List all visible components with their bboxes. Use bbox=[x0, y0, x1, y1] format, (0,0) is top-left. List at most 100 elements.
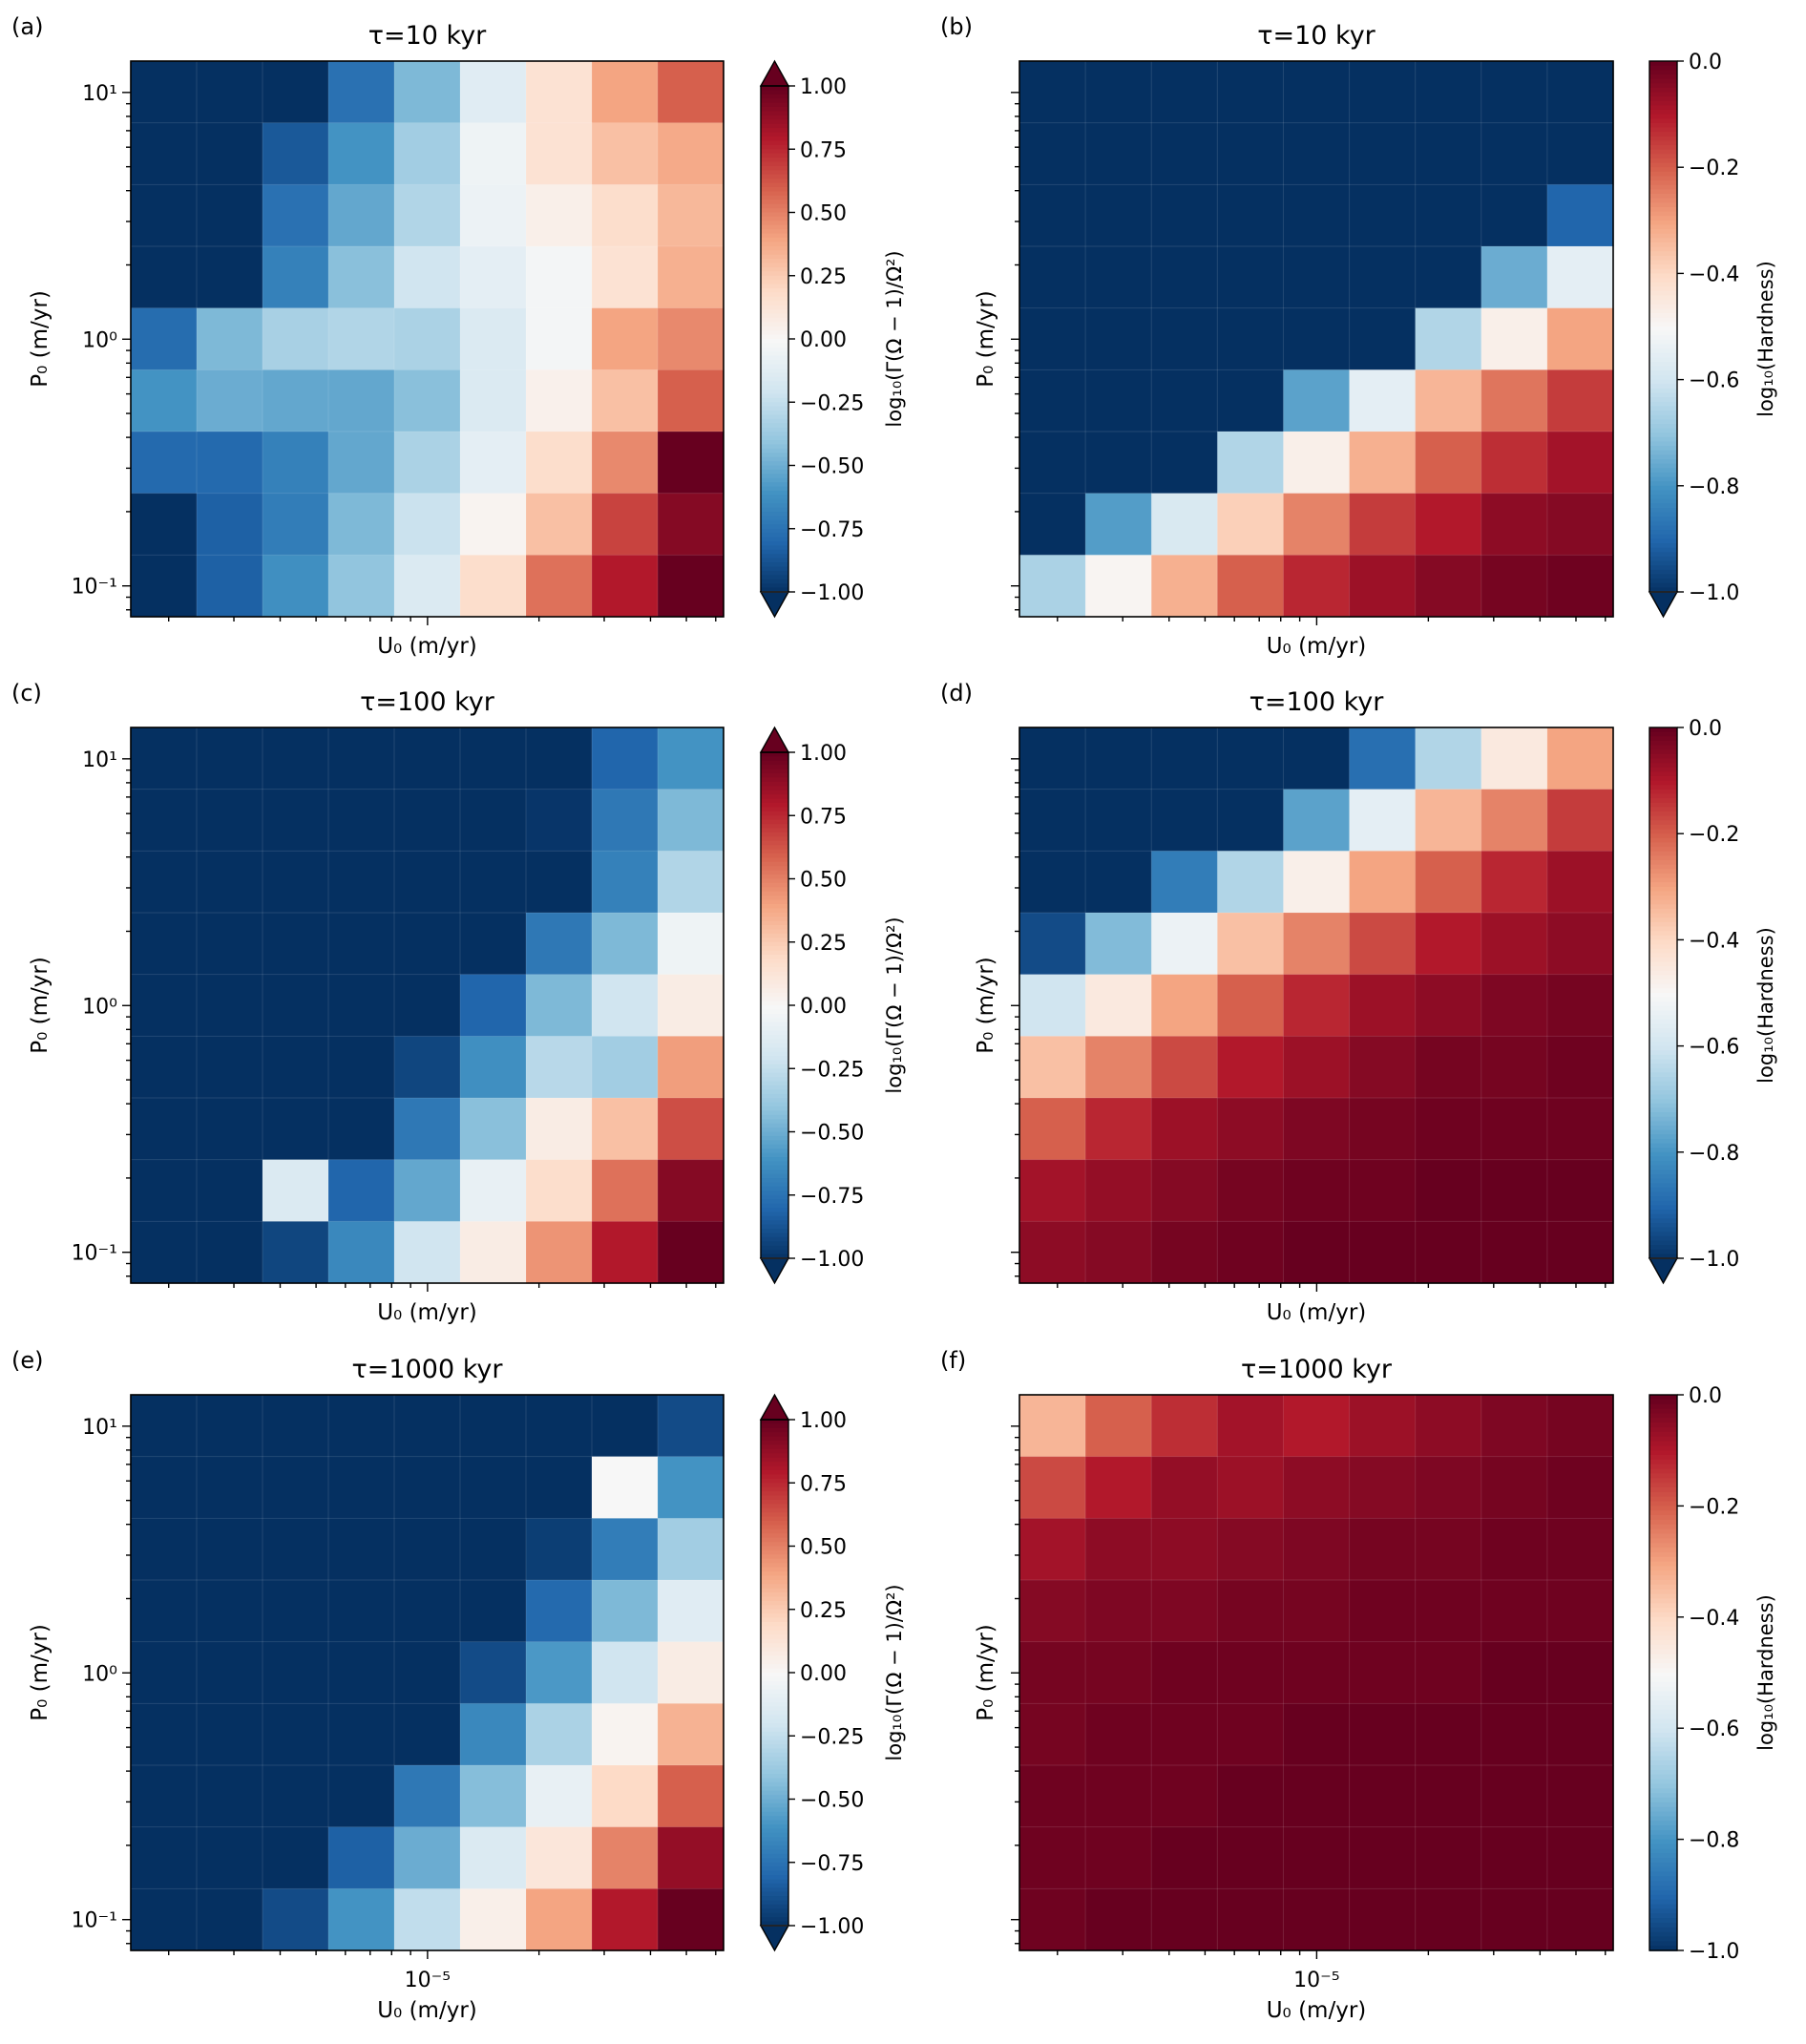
colorbar-gradient-step bbox=[1649, 780, 1677, 787]
colorbar-gradient-step bbox=[761, 1549, 788, 1556]
colorbar-gradient-step bbox=[761, 313, 788, 319]
panel-title: τ=10 kyr bbox=[1257, 21, 1376, 51]
heatmap-cell bbox=[1085, 1395, 1152, 1458]
colorbar-gradient-step bbox=[1649, 1608, 1677, 1613]
heatmap-cell bbox=[460, 913, 527, 976]
heatmap-cell bbox=[1217, 1888, 1285, 1951]
colorbar-gradient-step bbox=[761, 1483, 788, 1488]
heatmap-cell bbox=[1151, 369, 1218, 432]
heatmap-cell bbox=[460, 851, 527, 914]
colorbar-gradient-step bbox=[761, 1748, 788, 1754]
colorbar-gradient-step bbox=[1649, 935, 1677, 941]
heatmap-cell bbox=[1415, 432, 1482, 495]
heatmap-cell bbox=[131, 122, 198, 185]
colorbar-gradient-step bbox=[1649, 374, 1677, 381]
heatmap-cell bbox=[592, 1098, 659, 1161]
colorbar-gradient-step bbox=[761, 1647, 788, 1653]
colorbar-gradient-step bbox=[761, 245, 788, 252]
heatmap-cell bbox=[1019, 122, 1086, 185]
heatmap-cell bbox=[1283, 1703, 1351, 1766]
heatmap-cell bbox=[1546, 1221, 1614, 1284]
colorbar-gradient-step bbox=[1649, 1829, 1677, 1836]
colorbar-gradient-step bbox=[761, 1739, 788, 1745]
colorbar-gradient-step bbox=[1649, 498, 1677, 505]
colorbar-gradient-step bbox=[1649, 926, 1677, 932]
colorbar-gradient-step bbox=[1649, 327, 1677, 332]
heatmap-cell bbox=[1085, 974, 1152, 1037]
heatmap-cell bbox=[328, 369, 395, 432]
colorbar-gradient-step bbox=[1649, 534, 1677, 540]
colorbar: 0.0 −0.2 −0.4 −0.6 −0.8 −1.0 log₁₀(Hardness) bbox=[1648, 1384, 1777, 1964]
colorbar-tick-label: 0.00 bbox=[800, 1662, 847, 1686]
heatmap-cell bbox=[460, 1765, 527, 1828]
colorbar-gradient-step bbox=[1649, 1760, 1677, 1766]
heatmap-cell bbox=[262, 1765, 329, 1828]
colorbar-gradient-step bbox=[1649, 775, 1677, 782]
heatmap-cell bbox=[1085, 493, 1152, 556]
colorbar-gradient-step bbox=[761, 1605, 788, 1611]
colorbar-gradient-step bbox=[761, 334, 788, 340]
colorbar-gradient-step bbox=[1649, 348, 1677, 354]
colorbar-tick-label: −1.00 bbox=[800, 1248, 864, 1272]
colorbar-gradient-step bbox=[1649, 180, 1677, 186]
y-axis-label: P₀ (m/yr) bbox=[28, 1624, 52, 1721]
heatmap-cell bbox=[1019, 1098, 1086, 1161]
heatmap-cell bbox=[262, 184, 329, 247]
colorbar-gradient-step bbox=[761, 1694, 788, 1699]
heatmap-cell bbox=[526, 555, 593, 618]
heatmap-cell bbox=[394, 1826, 461, 1889]
colorbar-gradient-step bbox=[761, 1102, 788, 1107]
colorbar-gradient-step bbox=[761, 1668, 788, 1674]
y-axis-label: P₀ (m/yr) bbox=[974, 1624, 998, 1721]
heatmap-cell bbox=[197, 1765, 263, 1828]
colorbar-gradient-step bbox=[1649, 176, 1677, 181]
heatmap-cell bbox=[262, 1159, 329, 1222]
heatmap-cell bbox=[197, 1395, 263, 1458]
heatmap-cell bbox=[1546, 61, 1614, 124]
heatmap-cell bbox=[1085, 1826, 1152, 1889]
colorbar: 1.00 0.75 0.50 0.25 0.00 −0.25 −0.50 −0.75 −1.00… bbox=[759, 59, 906, 619]
colorbar-gradient-step bbox=[761, 1521, 788, 1527]
colorbar-gradient-step bbox=[761, 1441, 788, 1446]
colorbar-gradient-step bbox=[761, 566, 788, 572]
heatmap-cell bbox=[328, 1641, 395, 1704]
heatmap-cell bbox=[1151, 1765, 1218, 1828]
colorbar-gradient-step bbox=[761, 1799, 788, 1804]
panel-e: (e) τ=1000 kyr 10¹ 10⁰ 10⁻¹ 10⁻⁵ U₀ (m/yr) P₀ (… bbox=[11, 1347, 906, 2023]
colorbar-gradient-step bbox=[761, 208, 788, 214]
heatmap-cell bbox=[1546, 913, 1614, 976]
colorbar-gradient-step bbox=[761, 836, 788, 842]
heatmap-cell bbox=[1151, 493, 1218, 556]
heatmap-cell bbox=[1415, 1456, 1482, 1519]
colorbar-gradient-step bbox=[761, 1427, 788, 1434]
colorbar-gradient-step bbox=[1649, 472, 1677, 478]
colorbar-gradient-step bbox=[1649, 335, 1677, 341]
heatmap-cell bbox=[1415, 1580, 1482, 1643]
heatmap-cell bbox=[1480, 1888, 1548, 1951]
colorbar-gradient-step bbox=[761, 537, 788, 542]
colorbar-gradient-step bbox=[1649, 481, 1677, 487]
colorbar-gradient-step bbox=[1649, 886, 1677, 893]
heatmap-cell bbox=[1415, 493, 1482, 556]
y-tick-label: 10¹ bbox=[82, 748, 117, 772]
heatmap-cell bbox=[1217, 789, 1285, 852]
colorbar-gradient-step bbox=[1649, 908, 1677, 915]
colorbar-gradient-step bbox=[761, 271, 788, 277]
colorbar-gradient-step bbox=[1649, 1765, 1677, 1771]
colorbar-gradient-step bbox=[1649, 1741, 1677, 1748]
colorbar-gradient-step bbox=[1649, 411, 1677, 416]
colorbar-gradient-step bbox=[761, 322, 788, 327]
colorbar-gradient-step bbox=[761, 853, 788, 859]
y-tick-label: 10¹ bbox=[82, 82, 117, 106]
heatmap-cell bbox=[328, 1703, 395, 1766]
colorbar-tick-label: 0.25 bbox=[800, 932, 847, 956]
colorbar-gradient-step bbox=[761, 149, 788, 155]
colorbar-gradient-step bbox=[1649, 1148, 1677, 1153]
colorbar-gradient-step bbox=[1649, 1825, 1677, 1831]
heatmap-cell bbox=[1349, 184, 1417, 247]
colorbar-gradient-step bbox=[1649, 1802, 1677, 1808]
colorbar-extend-min-arrow bbox=[1648, 591, 1679, 619]
colorbar-gradient-step bbox=[1649, 1714, 1677, 1720]
heatmap-cell bbox=[328, 61, 395, 124]
heatmap-cell bbox=[526, 1703, 593, 1766]
